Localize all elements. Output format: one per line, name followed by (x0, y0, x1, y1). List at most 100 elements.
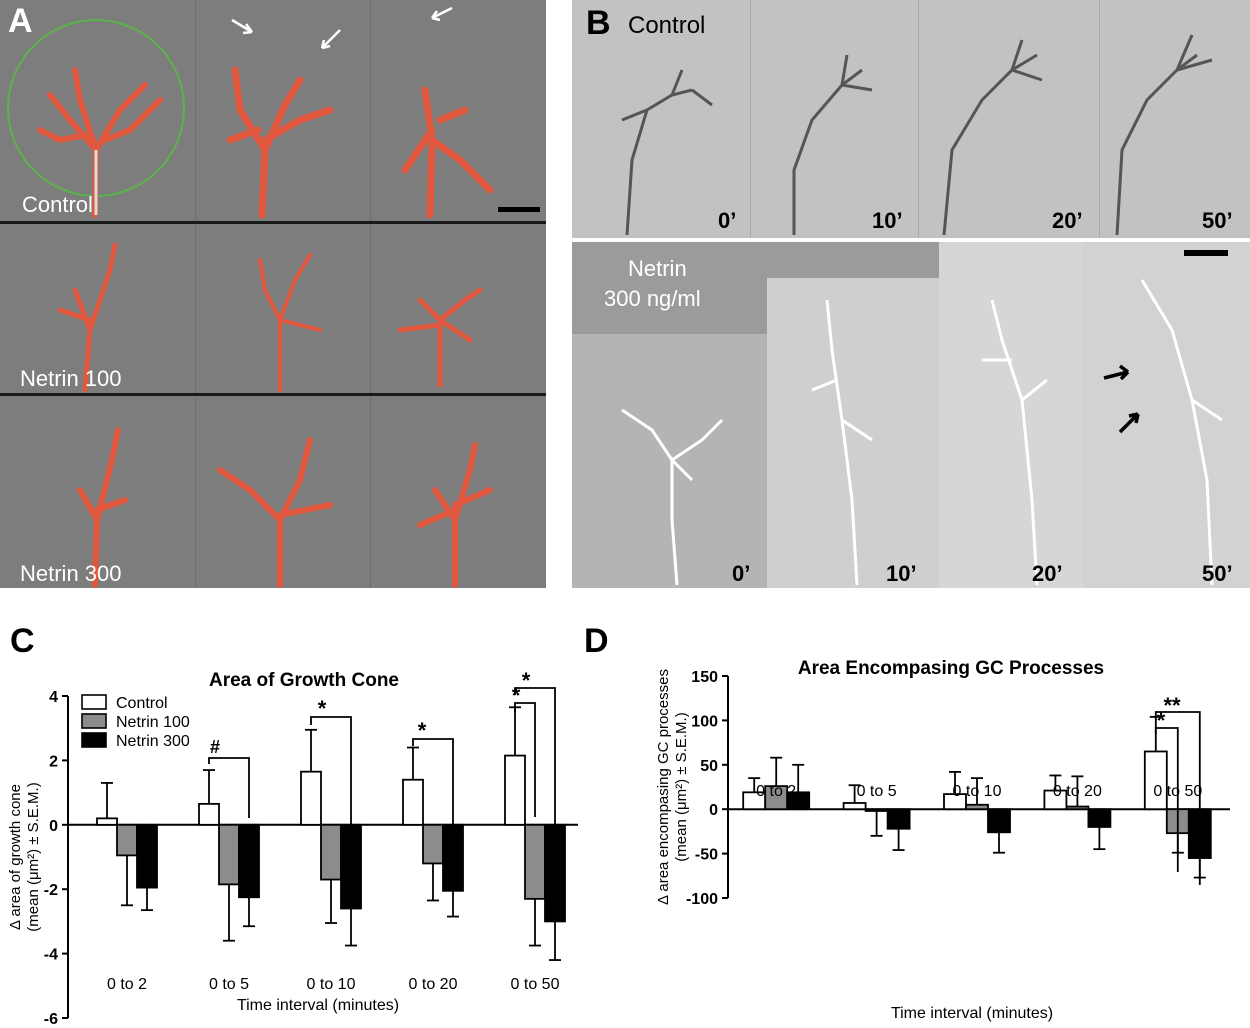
bar (136, 823, 158, 889)
bar (238, 823, 260, 899)
significance-marker: * (512, 683, 521, 708)
gc-processes-area-chart: Area Encompasing GC Processes 150 100 50 0 -5… (655, 658, 1230, 1022)
growth-cone-area-chart: Area of Growth Cone 4 2 0 -2 -4 -6 Δ area of gr… (7, 668, 578, 1028)
bar (340, 823, 362, 910)
legend-swatch (81, 694, 107, 710)
row-divider (0, 393, 546, 396)
x-axis-label: Time interval (minutes) (891, 1005, 1053, 1022)
arrow-icon (231, 18, 253, 35)
bar (842, 802, 867, 811)
y-tick-label: -2 (44, 882, 58, 899)
legend-swatch (81, 713, 107, 729)
y-tick-label: -50 (695, 847, 718, 864)
bar (1065, 805, 1090, 811)
x-axis-label: Time interval (minutes) (237, 997, 399, 1014)
bar (524, 823, 546, 900)
growth-cone-images-b (621, 34, 1228, 586)
scale-bar (1184, 250, 1228, 256)
bar (422, 823, 444, 865)
y-axis-label: Δ area encompasing GC processes(mean (μm… (655, 669, 690, 905)
legend-label: Netrin 300 (116, 733, 190, 750)
panel-b-micrographs: B Control Netrin 300 ng/ml 0’ 10’ 20’ 50… (572, 0, 1250, 588)
y-axis-label: Δ area of growth cone(mean (μm²) ± S.E.M… (7, 782, 42, 931)
scale-bar (498, 207, 540, 212)
legend-label: Netrin 100 (116, 714, 190, 731)
category-label: 0 to 2 (107, 976, 147, 993)
panel-letter-d: D (584, 622, 609, 660)
y-tick-label: 2 (49, 753, 58, 770)
category-label: 0 to 20 (409, 976, 458, 993)
bar (116, 823, 138, 857)
significance-marker: * (318, 696, 327, 721)
category-label: 0 to 10 (953, 783, 1002, 800)
bar (504, 754, 526, 826)
control-label: Control (628, 12, 706, 39)
significance-bracket (412, 738, 454, 835)
arrow-icon (430, 6, 453, 22)
y-tick-label: 150 (691, 669, 718, 686)
category-label: 0 to 2 (756, 783, 796, 800)
bar (218, 823, 240, 886)
y-tick-label: -4 (44, 947, 58, 964)
panel-a-micrographs: A Control Netrin 100 Netrin 300 (0, 0, 546, 588)
row-label-netrin-300: Netrin 300 (20, 561, 122, 586)
netrin-label-line1: Netrin (628, 256, 687, 281)
bar (1143, 750, 1168, 811)
category-label: 0 to 5 (209, 976, 249, 993)
y-tick-label: 4 (49, 689, 58, 706)
significance-marker: * (418, 718, 427, 743)
row-label-control: Control (22, 192, 93, 217)
arrow-icon (320, 29, 341, 50)
significance-marker: * (1157, 708, 1166, 733)
bar (864, 808, 889, 812)
bar (198, 802, 220, 826)
time-label-50: 50’ (1202, 561, 1233, 586)
category-label: 0 to 5 (857, 783, 897, 800)
significance-bracket (1154, 711, 1201, 885)
y-tick-label: 0 (709, 802, 718, 819)
significance-marker: ** (1163, 693, 1181, 718)
bar (300, 770, 322, 826)
y-tick-label: -100 (686, 891, 718, 908)
netrin-label-line2: 300 ng/ml (604, 286, 701, 311)
bar (886, 808, 911, 830)
category-label: 0 to 50 (511, 976, 560, 993)
y-tick-label: 100 (691, 713, 718, 730)
arrow-icon (1118, 412, 1140, 434)
significance-bracket (1154, 727, 1179, 872)
bar (402, 778, 424, 826)
row-divider (0, 221, 546, 224)
chart-title: Area of Growth Cone (209, 670, 399, 691)
time-label-0: 0’ (718, 208, 737, 233)
category-label: 0 to 10 (307, 976, 356, 993)
y-tick-label: 0 (49, 818, 58, 835)
bar (544, 823, 566, 923)
time-label-0: 0’ (732, 561, 751, 586)
bar (965, 803, 989, 811)
bar (320, 823, 342, 881)
significance-bracket (514, 702, 536, 817)
chart-title: Area Encompasing GC Processes (798, 658, 1104, 679)
time-label-20: 20’ (1052, 208, 1083, 233)
arrow-icon (1103, 364, 1130, 381)
time-label-50: 50’ (1202, 208, 1233, 233)
time-label-10: 10’ (872, 208, 903, 233)
time-label-10: 10’ (886, 561, 917, 586)
legend-label: Control (116, 695, 168, 712)
significance-bracket (208, 757, 250, 818)
time-label-20: 20’ (1032, 561, 1063, 586)
significance-marker: * (522, 668, 531, 693)
growth-cone-images-a (7, 6, 540, 588)
bar (96, 817, 118, 826)
significance-marker: # (210, 737, 220, 757)
panel-letter-c: C (10, 622, 35, 660)
growth-cone-cell (37, 67, 163, 218)
y-tick-label: -6 (44, 1011, 58, 1028)
panel-letter-b: B (586, 4, 611, 42)
category-label: 0 to 20 (1053, 783, 1102, 800)
significance-bracket (514, 687, 556, 825)
row-label-netrin-100: Netrin 100 (20, 366, 122, 391)
bar (1087, 808, 1112, 828)
bar (987, 808, 1011, 834)
legend-swatch (81, 732, 107, 748)
